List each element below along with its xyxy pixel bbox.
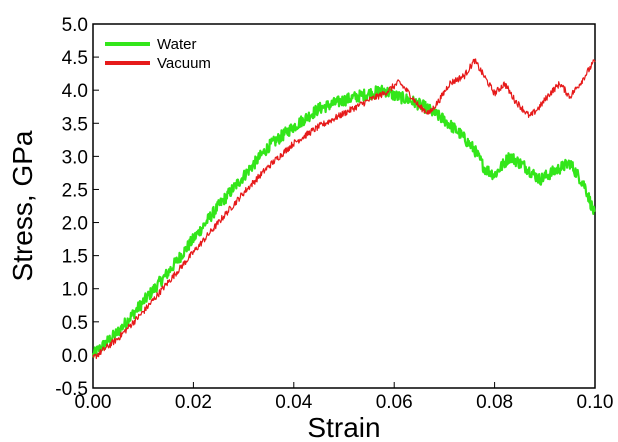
y-tick-label: 0.0 [62, 346, 88, 367]
y-tick-label: 4.0 [62, 81, 88, 102]
x-tick-label: 0.02 [175, 392, 212, 413]
y-tick-label: -0.5 [55, 379, 88, 400]
x-tick-label: 0.04 [275, 392, 312, 413]
y-tick-label: 3.5 [62, 114, 88, 135]
x-tick-label: 0.10 [577, 392, 614, 413]
y-tick-label: 1.0 [62, 280, 88, 301]
series-line-water [91, 84, 596, 358]
x-tick-label: 0.08 [476, 392, 513, 413]
y-tick-label: 4.5 [62, 48, 88, 69]
y-axis-title: Stress, GPa [7, 130, 38, 281]
x-tick-label: 0.06 [376, 392, 413, 413]
y-tick-label: 0.5 [62, 313, 88, 334]
x-tick-label: 0.00 [75, 392, 112, 413]
plot-frame [92, 23, 596, 389]
x-axis-title: Strain [307, 412, 380, 442]
y-tick-label: 5.0 [62, 15, 88, 36]
y-tick-label: 1.5 [62, 247, 88, 268]
legend: Water Vacuum [105, 36, 211, 72]
y-tick-label: 2.0 [62, 214, 88, 235]
y-tick-label: 2.5 [62, 180, 88, 201]
series-lines [91, 58, 596, 360]
y-tick-label: 3.0 [62, 147, 88, 168]
series-line-vacuum [92, 58, 596, 360]
legend-label: Vacuum [157, 55, 211, 72]
legend-label: Water [157, 36, 196, 53]
axis-ticks: 0.00 0.02 0.04 0.06 0.08 0.10 -0.5 0.0 0.5 1.0 1.5… [55, 15, 613, 413]
